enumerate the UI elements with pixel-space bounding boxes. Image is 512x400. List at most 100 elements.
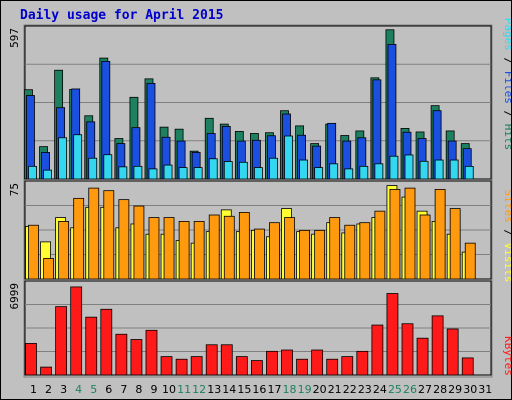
bar-sites-day-24 xyxy=(374,210,386,280)
bar-pages-day-29 xyxy=(449,159,459,180)
bar-pages-day-17 xyxy=(269,157,278,180)
bar-sites-day-3 xyxy=(58,220,70,280)
legend-visits-sites-part: Sites xyxy=(502,190,511,223)
x-tick-label-day-1: 1 xyxy=(30,383,37,396)
bar-sites-day-21 xyxy=(329,217,341,280)
bar-sites-day-25 xyxy=(389,188,401,280)
bar-pages-day-11 xyxy=(178,167,188,180)
bar-kbytes-day-18 xyxy=(281,349,293,376)
legend-hits-files-pages-part: Pages xyxy=(502,18,511,51)
x-tick-label-day-26: 26 xyxy=(403,383,417,396)
bar-kbytes-day-11 xyxy=(175,358,188,376)
bar-kbytes-day-19 xyxy=(296,358,308,376)
x-tick-label-day-11: 11 xyxy=(177,383,191,396)
bar-pages-day-15 xyxy=(238,161,248,180)
x-tick-label-day-27: 27 xyxy=(418,383,432,396)
panel-visits-sites-ymax-label: 75 xyxy=(8,183,21,196)
bar-sites-day-18 xyxy=(284,217,295,280)
legend-visits-sites-part: / xyxy=(502,223,511,243)
x-tick-label-day-9: 9 xyxy=(150,383,157,396)
x-tick-label-day-30: 30 xyxy=(463,383,477,396)
bar-kbytes-day-2 xyxy=(40,366,52,376)
bar-pages-day-19 xyxy=(299,159,308,180)
x-tick-label-day-7: 7 xyxy=(120,383,127,396)
bar-sites-day-8 xyxy=(133,205,145,280)
legend-kbytes: KBytes xyxy=(502,336,511,376)
legend-visits-sites-part: Visits xyxy=(502,243,511,283)
bar-sites-day-1 xyxy=(28,224,39,280)
bar-kbytes-day-14 xyxy=(220,344,233,376)
bar-sites-day-28 xyxy=(434,188,446,280)
panel-hits-files-pages-ymax-label: 597 xyxy=(8,28,21,48)
bar-sites-day-30 xyxy=(464,242,476,280)
x-tick-label-day-5: 5 xyxy=(90,383,97,396)
bar-kbytes-day-13 xyxy=(205,344,218,376)
bar-pages-day-13 xyxy=(208,158,218,180)
bar-sites-day-17 xyxy=(269,222,280,280)
x-tick-label-day-17: 17 xyxy=(267,383,281,396)
legend-hits-files-pages: Pages / Files / Hits xyxy=(502,18,511,151)
x-tick-label-day-12: 12 xyxy=(192,383,206,396)
legend-hits-files-pages-part: / xyxy=(502,104,511,124)
bar-sites-day-12 xyxy=(193,220,205,280)
bar-pages-day-25 xyxy=(389,155,399,180)
legend-hits-files-pages-part: Hits xyxy=(502,124,511,151)
bar-files-day-9 xyxy=(146,82,156,180)
legend-kbytes-part: KBytes xyxy=(502,336,511,376)
bar-sites-day-4 xyxy=(73,197,85,280)
legend-hits-files-pages-part: / xyxy=(502,51,511,71)
x-tick-label-day-22: 22 xyxy=(343,383,357,396)
bar-kbytes-day-22 xyxy=(341,356,354,376)
bar-pages-day-16 xyxy=(253,167,263,180)
bar-sites-day-16 xyxy=(253,228,265,280)
x-tick-label-day-21: 21 xyxy=(328,383,342,396)
bar-kbytes-day-3 xyxy=(55,306,68,376)
chart-title: Daily usage for April 2015 xyxy=(20,8,224,23)
bar-sites-day-23 xyxy=(359,222,371,280)
bar-pages-day-21 xyxy=(329,163,339,180)
x-tick-label-day-2: 2 xyxy=(45,383,52,396)
bar-kbytes-day-8 xyxy=(130,339,143,376)
bar-kbytes-day-10 xyxy=(160,356,173,376)
x-tick-label-day-29: 29 xyxy=(448,383,462,396)
bar-pages-day-2 xyxy=(43,169,52,180)
bar-sites-day-13 xyxy=(208,214,220,280)
plot-outline xyxy=(23,24,493,378)
bar-sites-day-5 xyxy=(88,187,100,280)
bar-sites-day-10 xyxy=(163,217,175,280)
bar-pages-day-26 xyxy=(404,154,414,180)
bar-pages-day-8 xyxy=(133,165,143,180)
bar-kbytes-day-5 xyxy=(85,316,98,376)
bar-kbytes-day-17 xyxy=(266,350,278,376)
bar-sites-day-14 xyxy=(223,215,235,280)
bar-pages-day-6 xyxy=(103,154,113,180)
bar-pages-day-20 xyxy=(314,167,324,180)
bar-sites-day-15 xyxy=(238,212,250,280)
x-tick-label-day-19: 19 xyxy=(298,383,312,396)
bar-pages-day-7 xyxy=(118,166,128,180)
bar-kbytes-day-9 xyxy=(145,329,158,376)
x-tick-label-day-18: 18 xyxy=(283,383,297,396)
x-tick-label-day-14: 14 xyxy=(222,383,236,396)
bar-sites-day-26 xyxy=(404,187,416,280)
x-tick-label-day-23: 23 xyxy=(358,383,372,396)
x-tick-label-day-15: 15 xyxy=(237,383,251,396)
bar-pages-day-10 xyxy=(163,164,173,180)
bar-sites-day-27 xyxy=(419,214,431,280)
bar-pages-day-12 xyxy=(193,167,203,180)
bar-pages-day-30 xyxy=(464,165,474,180)
bar-kbytes-day-30 xyxy=(461,357,474,376)
bar-sites-day-2 xyxy=(43,258,54,280)
bar-kbytes-day-15 xyxy=(235,356,248,376)
panel-kbytes-ymax-label: 6999 xyxy=(8,283,21,310)
bar-kbytes-day-12 xyxy=(190,356,203,376)
bar-pages-day-27 xyxy=(419,160,429,180)
bar-pages-day-1 xyxy=(28,165,37,180)
bar-pages-day-22 xyxy=(344,168,354,180)
bar-sites-day-11 xyxy=(178,220,190,280)
bar-kbytes-day-25 xyxy=(386,293,399,376)
bar-kbytes-day-6 xyxy=(100,308,113,376)
bar-pages-day-3 xyxy=(58,137,68,180)
